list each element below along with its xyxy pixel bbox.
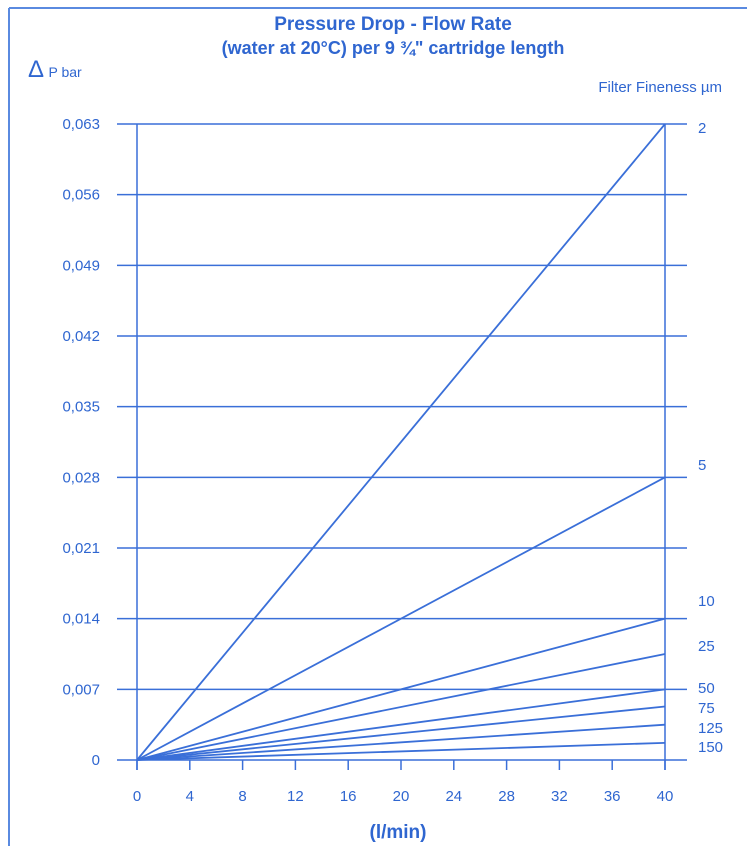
y-tick-label: 0,049 bbox=[62, 257, 100, 274]
series-line bbox=[136, 723, 666, 761]
series-line bbox=[136, 688, 666, 761]
x-tick-label: 28 bbox=[498, 788, 515, 805]
y-axis-label-symbol: Δ bbox=[28, 56, 44, 83]
series-label: 75 bbox=[698, 700, 715, 717]
series-label: 10 bbox=[698, 593, 715, 610]
x-tick-label: 40 bbox=[657, 788, 674, 805]
series-label: 150 bbox=[698, 739, 723, 756]
y-tick-label: 0,021 bbox=[62, 540, 100, 557]
chart-title: Pressure Drop - Flow Rate bbox=[274, 14, 512, 35]
x-tick-label: 36 bbox=[604, 788, 621, 805]
series-label: 5 bbox=[698, 457, 706, 474]
y-tick-label: 0,014 bbox=[62, 611, 100, 628]
legend-title: Filter Fineness µm bbox=[598, 79, 722, 96]
x-tick-label: 4 bbox=[186, 788, 194, 805]
x-tick-label: 32 bbox=[551, 788, 568, 805]
series bbox=[136, 123, 666, 761]
y-tick-label: 0,056 bbox=[62, 187, 100, 204]
y-tick-label: 0,063 bbox=[62, 116, 100, 133]
series-line bbox=[136, 476, 666, 761]
x-tick-label: 12 bbox=[287, 788, 304, 805]
x-axis-label: (l/min) bbox=[370, 822, 427, 843]
series-label: 2 bbox=[698, 120, 706, 137]
labels: 0 0,007 0,014 0,021 0,028 0,035 0,042 0,049 0,05… bbox=[62, 116, 723, 805]
series-label: 125 bbox=[698, 720, 723, 737]
y-tick-label: 0 bbox=[92, 752, 100, 769]
series-line bbox=[136, 653, 666, 761]
y-tick-label: 0,042 bbox=[62, 328, 100, 345]
x-tick-label: 24 bbox=[445, 788, 462, 805]
y-axis-label-text: P bar bbox=[48, 64, 82, 80]
chart-subtitle: (water at 20°C) per 9 ¾" cartridge lengt… bbox=[222, 38, 565, 58]
x-tick-label: 0 bbox=[133, 788, 141, 805]
axes bbox=[117, 124, 687, 770]
series-line bbox=[136, 741, 666, 761]
y-tick-label: 0,035 bbox=[62, 399, 100, 416]
x-tick-label: 8 bbox=[238, 788, 246, 805]
x-tick-label: 20 bbox=[393, 788, 410, 805]
series-label: 50 bbox=[698, 680, 715, 697]
series-line bbox=[136, 123, 666, 761]
y-tick-label: 0,028 bbox=[62, 469, 100, 486]
series-line bbox=[136, 705, 666, 761]
series-label: 25 bbox=[698, 638, 715, 655]
grid bbox=[117, 123, 687, 691]
x-tick-label: 16 bbox=[340, 788, 357, 805]
y-axis-label: Δ P bar bbox=[28, 56, 82, 83]
series-line bbox=[136, 617, 666, 761]
y-tick-label: 0,007 bbox=[62, 681, 100, 698]
